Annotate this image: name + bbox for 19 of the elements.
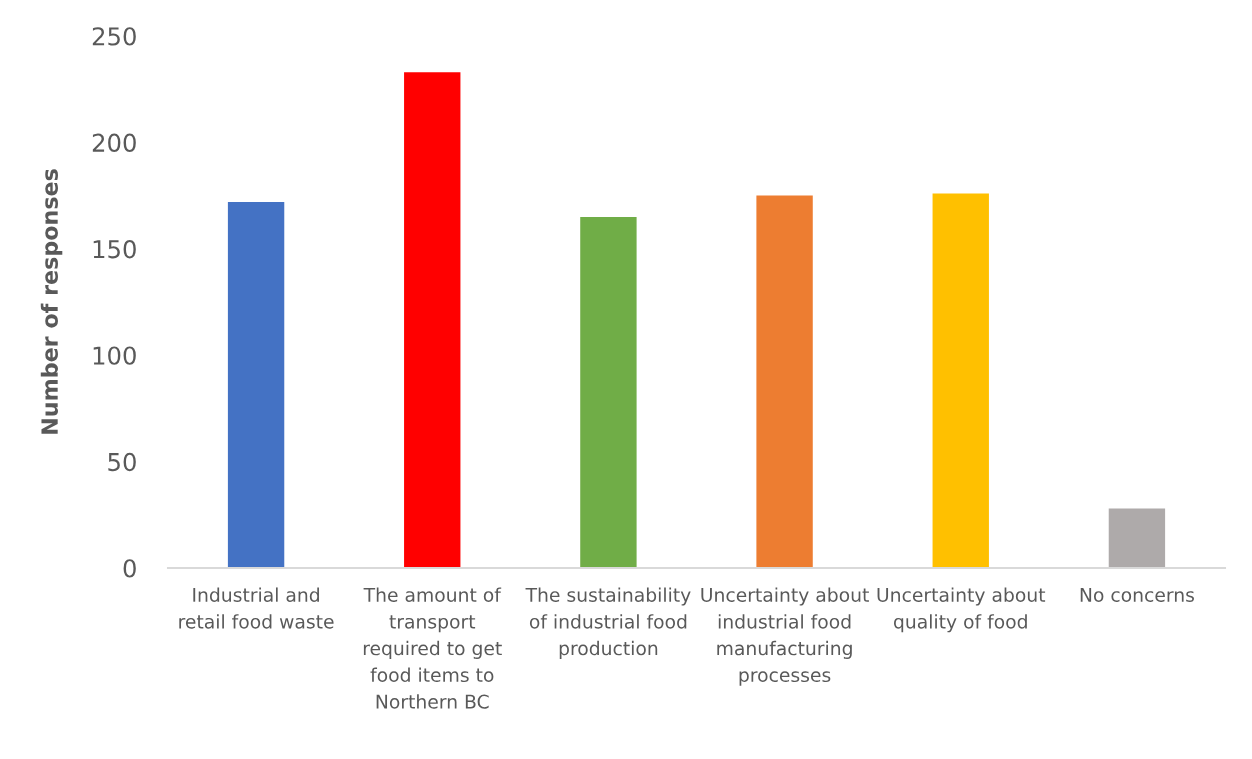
x-tick-label: The amount of transport required to get food items to Northern BC bbox=[363, 587, 502, 709]
bar bbox=[404, 72, 461, 568]
x-tick-label: No concerns bbox=[1080, 588, 1194, 602]
x-tick-label: Uncertainty about quality of food bbox=[877, 587, 1046, 633]
bar bbox=[1108, 508, 1166, 568]
y-tick-label: 100 bbox=[93, 346, 136, 365]
y-tick-label: 50 bbox=[108, 452, 136, 472]
bar bbox=[580, 216, 637, 568]
x-tick-label: The sustainability of industrial food production bbox=[525, 587, 691, 659]
x-tick-label: Industrial and retail food waste bbox=[179, 587, 334, 629]
bar bbox=[756, 195, 813, 568]
bar bbox=[932, 193, 989, 568]
y-tick-label: 250 bbox=[92, 27, 136, 46]
y-tick-label: 150 bbox=[93, 239, 136, 259]
y-axis-title: Number of responses bbox=[40, 169, 63, 434]
y-tick-label: 0 bbox=[123, 559, 136, 578]
y-tick-label: 200 bbox=[92, 133, 136, 152]
x-tick-label: Uncertainty about industrial food manufacturing processes bbox=[701, 587, 869, 686]
bar bbox=[227, 201, 285, 568]
